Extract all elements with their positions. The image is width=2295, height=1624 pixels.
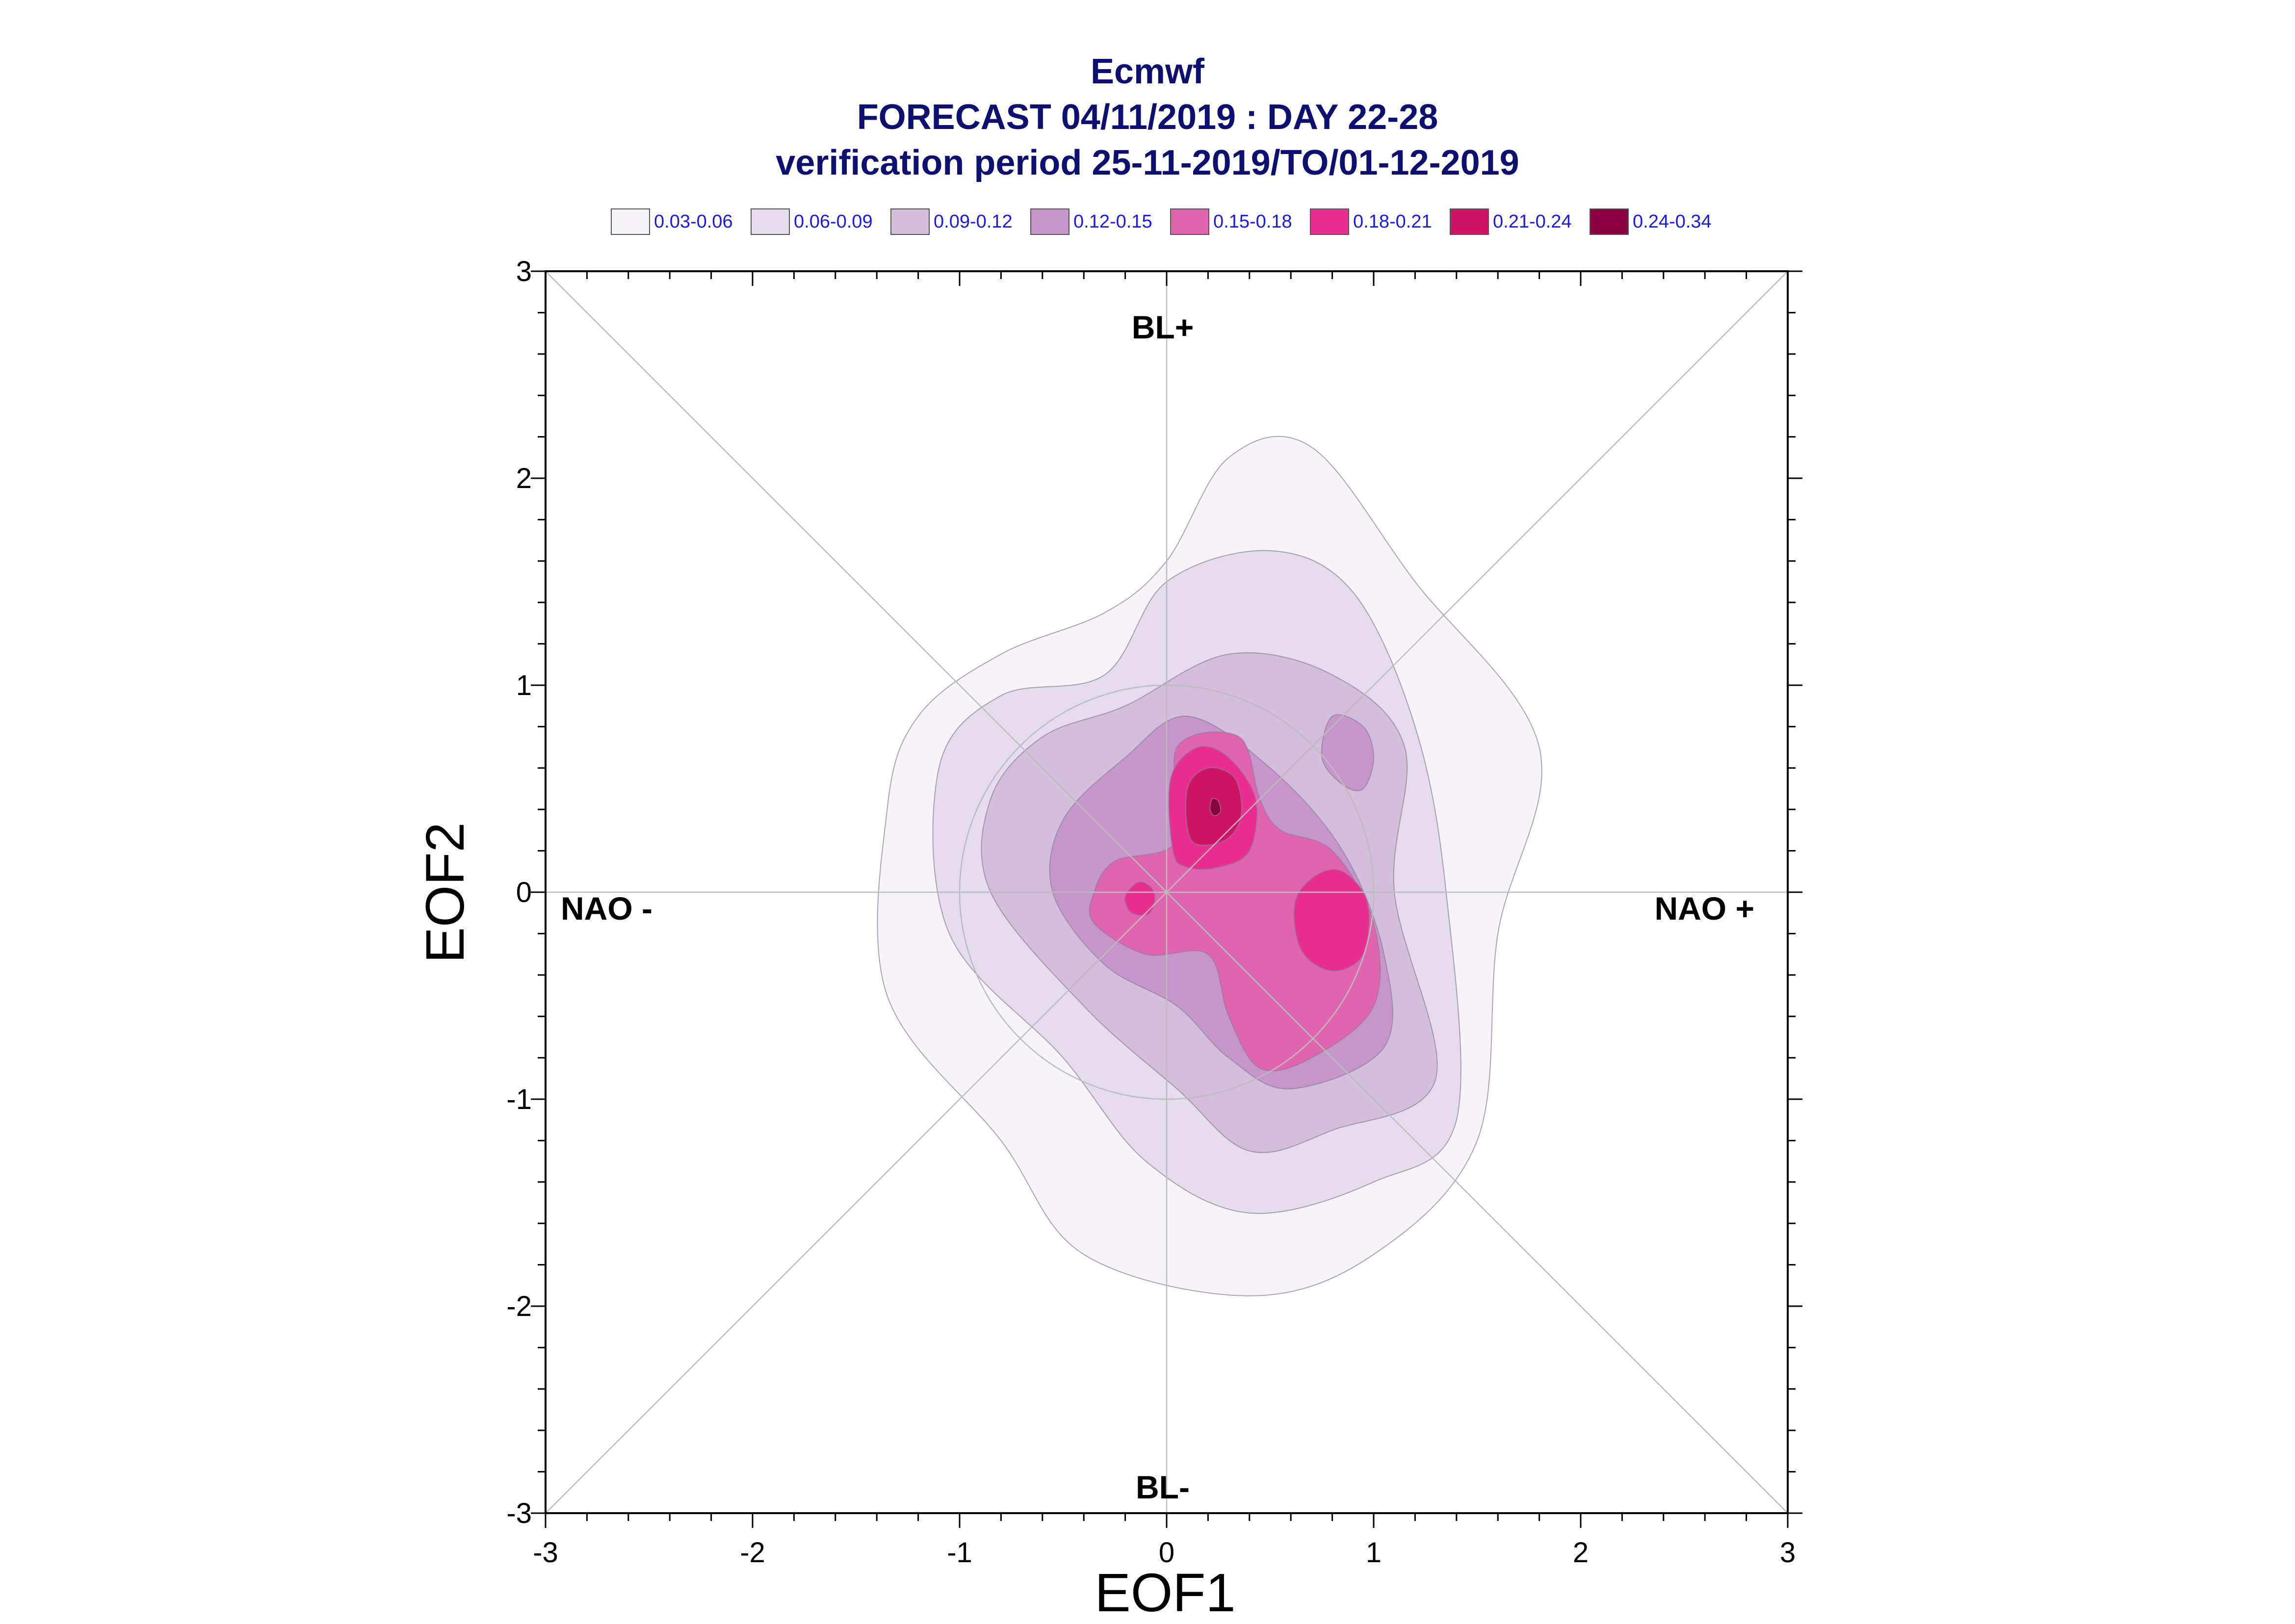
y-tick-label: -2 (506, 1290, 532, 1322)
regime-label-bl-plus: BL+ (1132, 309, 1194, 345)
y-tick-label: 0 (516, 876, 532, 908)
x-tick-label: 2 (1573, 1537, 1589, 1569)
legend-swatch (751, 208, 790, 235)
legend-swatch (890, 208, 930, 235)
reference-lines (545, 271, 1788, 1514)
legend-item: 0.12-0.15 (1030, 207, 1170, 237)
x-tick-label: -1 (947, 1537, 972, 1569)
legend-label: 0.24-0.34 (1633, 211, 1712, 232)
title-line-1: Ecmwf (1090, 52, 1205, 91)
chart-title: Ecmwf FORECAST 04/11/2019 : DAY 22-28 ve… (0, 49, 2295, 186)
regime-label-nao-plus: NAO + (1654, 890, 1754, 927)
unit-circle (959, 684, 1375, 1100)
axis-labels: -3 -2 -1 0 1 2 3 3 2 1 0 -1 -2 -3 (506, 256, 1796, 1569)
legend-label: 0.21-0.24 (1493, 211, 1572, 232)
legend-swatch (1170, 208, 1209, 235)
legend-label: 0.03-0.06 (654, 211, 733, 232)
legend-item: 0.18-0.21 (1310, 207, 1450, 237)
y-tick-label: 2 (516, 463, 532, 494)
y-tick-label: -3 (506, 1497, 532, 1529)
title-line-3: verification period 25-11-2019/TO/01-12-… (776, 143, 1519, 182)
axis-ticks (531, 270, 1802, 1528)
y-axis-label: EOF2 (415, 822, 475, 963)
x-tick-label: 1 (1366, 1537, 1382, 1569)
legend-label: 0.09-0.12 (934, 211, 1013, 232)
y-tick-label: 3 (516, 256, 532, 287)
legend-label: 0.15-0.18 (1213, 211, 1292, 232)
legend-label: 0.12-0.15 (1073, 211, 1152, 232)
legend-swatch (1450, 208, 1489, 235)
density-contour (1209, 798, 1222, 816)
legend-label: 0.06-0.09 (794, 211, 873, 232)
legend-label: 0.18-0.21 (1353, 211, 1432, 232)
x-tick-label: 3 (1780, 1537, 1796, 1569)
legend-item: 0.09-0.12 (890, 207, 1030, 237)
y-tick-label: 1 (516, 670, 532, 701)
legend-item: 0.06-0.09 (751, 207, 890, 237)
x-axis-label: EOF1 (1095, 1563, 1235, 1623)
legend-item: 0.03-0.06 (611, 207, 751, 237)
legend-swatch (1310, 208, 1349, 235)
density-contour (1124, 881, 1155, 916)
density-contour (1293, 869, 1370, 972)
title-line-2: FORECAST 04/11/2019 : DAY 22-28 (857, 98, 1438, 137)
legend-item: 0.15-0.18 (1170, 207, 1310, 237)
y-tick-label: -1 (506, 1083, 532, 1115)
regime-label-nao-minus: NAO - (561, 890, 652, 927)
legend-swatch (1030, 208, 1069, 235)
legend-item: 0.21-0.24 (1450, 207, 1590, 237)
x-tick-label: -2 (740, 1537, 765, 1569)
legend-swatch (1590, 208, 1629, 235)
legend-swatch (611, 208, 650, 235)
x-tick-label: 0 (1159, 1537, 1174, 1569)
legend: 0.03-0.06 0.06-0.09 0.09-0.12 0.12-0.15 0.15… (611, 207, 1729, 237)
legend-item: 0.24-0.34 (1590, 207, 1729, 237)
regime-label-bl-minus: BL- (1136, 1469, 1190, 1505)
density-contours (877, 436, 1542, 1296)
x-tick-label: -3 (533, 1537, 558, 1569)
